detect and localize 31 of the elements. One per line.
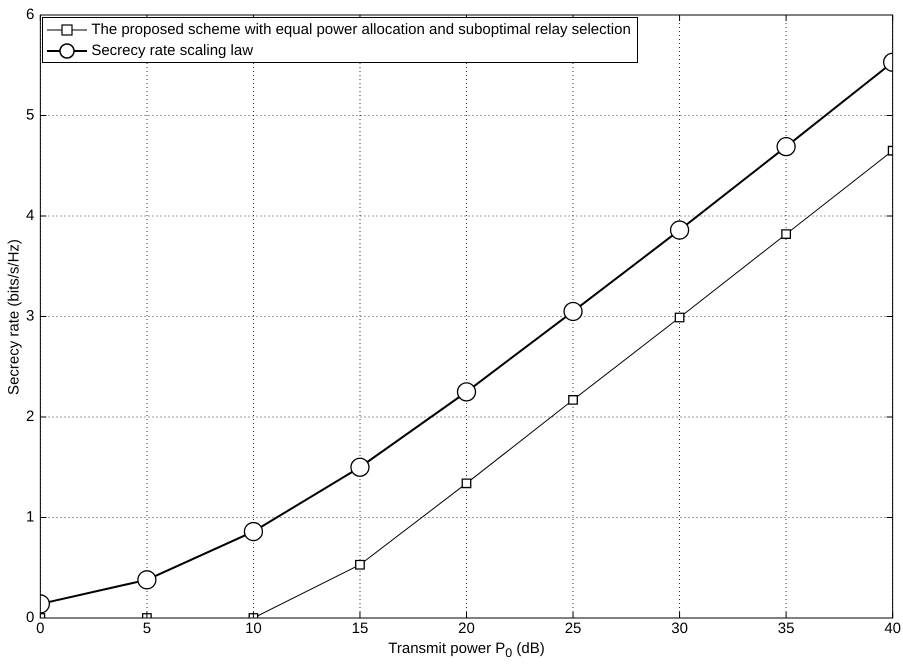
point — [776, 137, 796, 156]
point — [781, 229, 792, 239]
y-tick-label: 6 — [26, 6, 34, 24]
point — [674, 312, 684, 322]
point — [568, 395, 578, 405]
x-tick-label: 15 — [352, 620, 368, 638]
x-axis-title: Transmit power P$_{0}$ (dB) — [388, 640, 545, 660]
y-tick-label: 1 — [26, 508, 34, 526]
x-tick-label: 40 — [884, 620, 901, 638]
x-tick-label: 30 — [671, 620, 688, 638]
y-tick-label: 2 — [26, 408, 34, 426]
point — [670, 220, 690, 240]
x-tick-label: 25 — [564, 620, 582, 638]
y-tick-label: 5 — [26, 106, 34, 124]
y-tick-label: 0 — [26, 609, 34, 626]
legend-label: Secrecy rate scaling law — [91, 42, 254, 59]
point — [244, 522, 264, 542]
x-tick-label: 35 — [778, 620, 794, 638]
point — [355, 560, 365, 570]
y-tick-label: 4 — [26, 207, 34, 224]
point — [350, 458, 370, 477]
x-tick-label: 5 — [142, 620, 152, 638]
point — [462, 478, 472, 488]
y-tick-label: 3 — [26, 308, 34, 325]
point — [563, 302, 583, 322]
point — [137, 570, 157, 590]
x-tick-label: 20 — [458, 620, 475, 638]
y-axis-title: Secrecy rate (bits/s/Hz) — [6, 238, 22, 394]
x-tick-label: 10 — [245, 620, 262, 638]
legend-label: The proposed scheme with equal power allocation and suboptimal relay selection — [91, 21, 631, 38]
point — [456, 382, 476, 402]
